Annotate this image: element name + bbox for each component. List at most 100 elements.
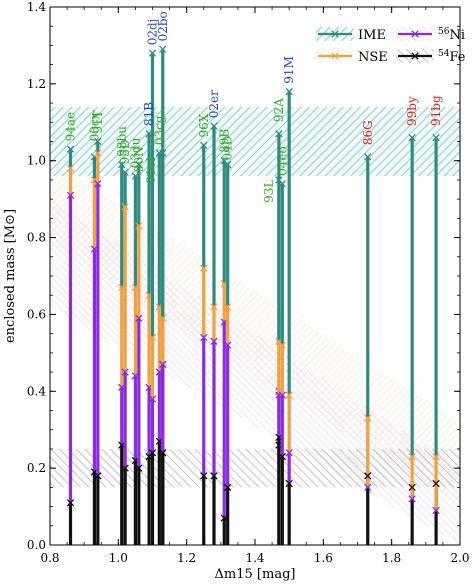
sn-label-98bu: 98bu xyxy=(115,126,129,157)
marker-ime-94ae xyxy=(66,145,75,153)
marker-ime-86G xyxy=(364,153,372,161)
y-tick-label: 1.0 xyxy=(27,154,46,168)
marker-ni56-04D xyxy=(224,341,232,349)
y-tick-label: 0.2 xyxy=(27,461,46,475)
y-tick-label: 1.4 xyxy=(27,0,46,14)
sn-label-95D: 95D xyxy=(118,140,132,165)
sn-label-04eo: 04eo xyxy=(275,146,289,176)
marker-fe54-02dj xyxy=(148,449,157,457)
marker-nse-96X xyxy=(200,264,208,272)
marker-fe54-04D xyxy=(224,483,232,492)
legend-label-nse: NSE xyxy=(358,50,388,65)
marker-ime-99by xyxy=(408,133,416,142)
legend-entry-ni56: 56Ni xyxy=(396,27,465,43)
marker-nse-95D xyxy=(121,203,129,211)
sn-label-00cx: 00cx xyxy=(87,112,101,141)
marker-ni56-90N xyxy=(135,314,143,322)
marker-ime-02er xyxy=(210,122,218,130)
x-tick-label: 1.8 xyxy=(382,551,401,565)
marker-fe54-91M xyxy=(285,479,293,488)
y-axis-title: enclosed mass [M⊙] xyxy=(3,209,18,343)
marker-fe54-90N xyxy=(135,464,143,472)
marker-fe54-99by xyxy=(408,483,416,492)
marker-fe54-95D xyxy=(121,464,129,472)
x-tick-label: 2.0 xyxy=(450,551,469,565)
marker-nse-02dj xyxy=(148,333,157,342)
marker-ime-92A xyxy=(275,130,283,138)
bands-layer xyxy=(50,106,460,545)
marker-fe54-91T xyxy=(94,472,102,480)
marker-nse-04D xyxy=(224,303,232,311)
x-tick-label: 0.8 xyxy=(40,551,59,565)
x-tick-label: 1.4 xyxy=(245,551,264,565)
marker-ni56-02dj xyxy=(148,395,157,403)
y-tick-label: 0.6 xyxy=(27,307,46,321)
marker-nse-99by xyxy=(408,452,416,461)
legend-entry-nse: NSE xyxy=(316,49,388,65)
marker-ni56-86G xyxy=(364,483,372,492)
marker-ni56-94ae xyxy=(66,191,75,199)
marker-ni56-91bg xyxy=(432,506,440,515)
marker-ime-96X xyxy=(200,141,208,150)
y-tick-label: 0.0 xyxy=(27,538,46,552)
sn-label-91M: 91M xyxy=(282,56,296,84)
marker-ni56-91M xyxy=(285,449,293,457)
sn-label-03du: 03du xyxy=(128,137,142,168)
legend-entry-ime: IME xyxy=(316,27,386,43)
marker-nse-04eo xyxy=(278,341,286,349)
legend-entry-fe54: 54Fe xyxy=(396,49,466,65)
legend: IME NSE 56Ni 54Fe xyxy=(316,27,466,65)
marker-fe54-04eo xyxy=(278,452,286,461)
sn-label-02dj: 02dj xyxy=(146,19,160,46)
legend-label-ime: IME xyxy=(358,28,386,43)
marker-fe54-91bg xyxy=(432,479,440,488)
sn-label-93L: 93L xyxy=(262,180,276,203)
sn-label-81B: 81B xyxy=(142,102,156,126)
x-tick-label: 1.0 xyxy=(109,551,128,565)
marker-nse-86G xyxy=(364,414,372,422)
x-tick-label: 1.6 xyxy=(314,551,333,565)
marker-ime-90N xyxy=(135,160,143,169)
marker-ime-02bo xyxy=(159,45,167,53)
marker-ni56-95D xyxy=(121,368,129,376)
sn-label-99by: 99by xyxy=(405,96,419,126)
sn-label-02er: 02er xyxy=(207,90,221,118)
marker-nse-94ae xyxy=(66,164,75,173)
marker-ime-91M xyxy=(285,87,293,96)
marker-ni56-04eo xyxy=(278,391,286,399)
x-axis-title: Δm15 [mag] xyxy=(215,567,296,582)
series-layer xyxy=(66,45,440,545)
marker-ime-04eo xyxy=(278,180,286,188)
marker-ni56-99by xyxy=(408,495,416,503)
legend-label-fe54: 54Fe xyxy=(438,49,466,65)
marker-nse-02er xyxy=(210,303,218,311)
marker-ni56-02er xyxy=(210,337,218,345)
y-tick-label: 1.2 xyxy=(27,77,46,91)
marker-fe54-86G xyxy=(364,472,372,480)
x-tick-label: 1.2 xyxy=(177,551,196,565)
marker-ni56-96X xyxy=(200,333,208,342)
marker-ime-04D xyxy=(224,160,232,169)
sn-label-04D: 04D xyxy=(221,136,235,161)
sn-label-94ae: 94ae xyxy=(64,112,78,142)
marker-nse-91M xyxy=(285,391,293,399)
marker-fe54-94ae xyxy=(66,499,75,507)
marker-ime-98bu xyxy=(118,160,126,169)
marker-ime-95D xyxy=(121,168,129,176)
band-ime xyxy=(50,106,460,177)
band-fe54 xyxy=(50,448,460,488)
sn-label-02bo: 02bo xyxy=(156,11,170,41)
sn-label-91T: 91T xyxy=(91,110,105,133)
sn-label-91bg: 91bg xyxy=(429,95,443,126)
sn-label-92A: 92A xyxy=(272,98,286,122)
marker-ni56-01el xyxy=(159,360,167,369)
ticks-layer: 0.8 1.0 1.2 1.4 1.6 1.8 2.0 0.0 0.2 0.4 0.6 0.8 1.0 1… xyxy=(27,0,470,565)
legend-label-ni56: 56Ni xyxy=(438,27,465,43)
marker-ime-91bg xyxy=(432,133,440,142)
marker-ime-02dj xyxy=(148,49,157,57)
marker-fe54-96X xyxy=(200,472,208,480)
marker-nse-01el xyxy=(159,314,167,322)
sn-label-01el: 01el xyxy=(144,157,158,183)
